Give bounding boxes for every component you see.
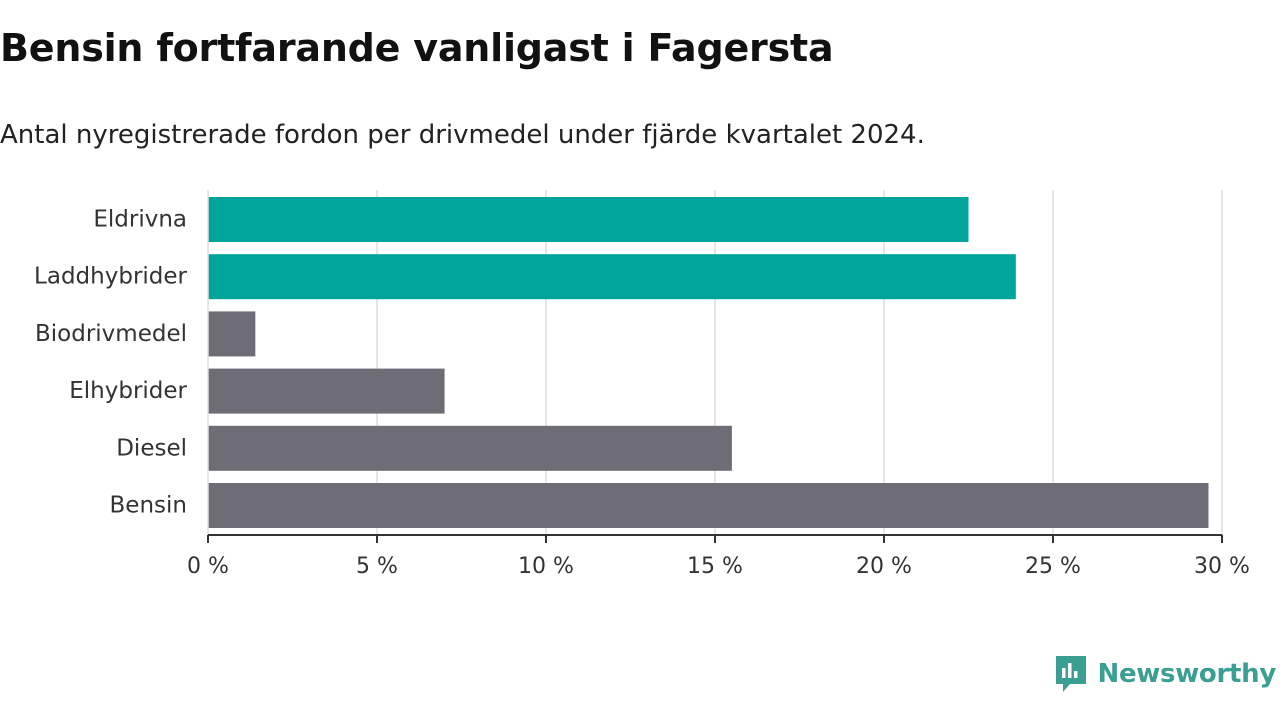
x-tick-label: 25 % (1025, 554, 1081, 579)
bar-bensin (208, 483, 1209, 528)
category-label: Elhybrider (69, 378, 187, 404)
bar-chart: Eldrivna Laddhybrider Biodrivmedel Elhybrid… (34, 190, 1250, 579)
category-label: Eldrivna (93, 207, 187, 233)
bar-elhybrider (208, 368, 445, 414)
chart-title: Bensin fortfarande vanligast i Fagersta (0, 26, 834, 70)
x-tick-label: 30 % (1194, 554, 1250, 579)
chart-subtitle: Antal nyregistrerade fordon per drivmede… (0, 120, 925, 150)
newsworthy-logo: Newsworthy (1054, 654, 1276, 694)
bar-biodrivmedel (208, 311, 256, 357)
x-tick-label: 20 % (856, 554, 912, 579)
x-tick-label: 5 % (356, 554, 398, 579)
x-tick-label: 0 % (187, 554, 229, 579)
category-label: Bensin (110, 493, 187, 519)
bar-diesel (208, 425, 732, 471)
newsworthy-logo-icon (1055, 656, 1086, 692)
bar-laddhybrider (208, 254, 1016, 300)
newsworthy-logo-text: Newsworthy (1097, 659, 1277, 689)
category-label: Biodrivmedel (35, 321, 187, 347)
x-tick-label: 10 % (518, 554, 574, 579)
category-label: Laddhybrider (34, 264, 187, 290)
bar-eldrivna (208, 197, 969, 242)
x-tick-label: 15 % (687, 554, 743, 579)
category-label: Diesel (116, 435, 187, 461)
